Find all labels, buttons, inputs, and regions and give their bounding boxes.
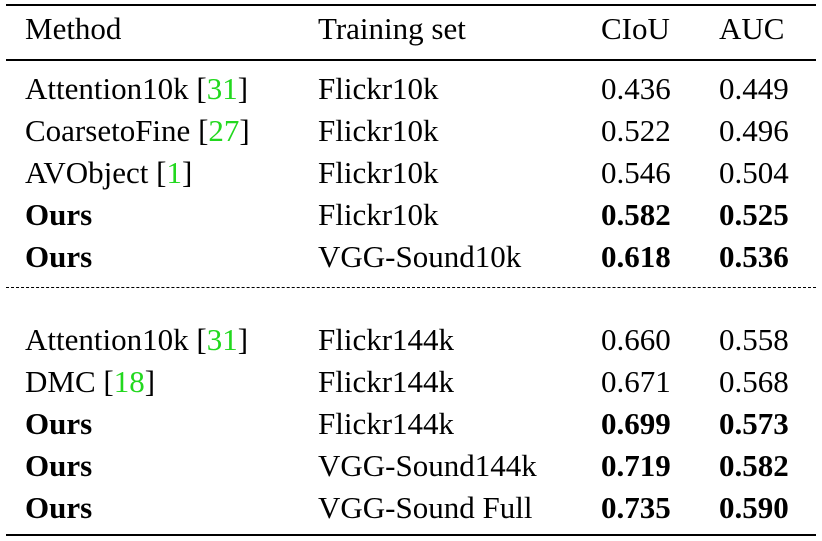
header-training-set: Training set — [318, 11, 466, 46]
method-name: Ours — [25, 448, 93, 483]
cell-auc: 0.525 — [719, 197, 789, 232]
cell-auc: 0.504 — [719, 155, 789, 190]
cell-ciou: 0.671 — [601, 364, 671, 399]
table-row: AVObject [1] Flickr10k 0.546 0.504 — [0, 152, 822, 194]
cell-method: Ours — [25, 445, 92, 487]
citation-link[interactable]: 27 — [208, 113, 240, 148]
cell-method: Attention10k [31] — [25, 71, 249, 106]
cell-training-set: VGG-Sound144k — [318, 448, 537, 483]
cell-ciou: 0.582 — [601, 197, 671, 232]
group-separator — [6, 287, 816, 288]
table-row: Ours Flickr144k 0.699 0.573 — [0, 403, 822, 445]
cell-ciou: 0.719 — [601, 448, 671, 483]
cell-training-set: Flickr144k — [318, 364, 455, 399]
cell-training-set: Flickr10k — [318, 155, 439, 190]
cell-training-set: Flickr10k — [318, 197, 439, 232]
table-row: Ours Flickr10k 0.582 0.525 — [0, 194, 822, 236]
bottom-rule — [6, 534, 816, 536]
cell-auc: 0.573 — [719, 406, 789, 441]
table-row: Ours VGG-Sound144k 0.719 0.582 — [0, 445, 822, 487]
cell-ciou: 0.546 — [601, 155, 671, 190]
table-row: Ours VGG-Sound10k 0.618 0.536 — [0, 236, 822, 278]
cell-training-set: Flickr10k — [318, 71, 439, 106]
citation-link[interactable]: 18 — [113, 364, 145, 399]
cell-auc: 0.558 — [719, 322, 789, 357]
cell-ciou: 0.618 — [601, 239, 671, 274]
table-row: Attention10k [31] Flickr10k 0.436 0.449 — [0, 68, 822, 110]
method-name: DMC — [25, 364, 96, 399]
cell-training-set: Flickr144k — [318, 322, 455, 357]
cell-ciou: 0.436 — [601, 71, 671, 106]
table-row: Ours VGG-Sound Full 0.735 0.590 — [0, 487, 822, 529]
method-name: Attention10k — [25, 322, 189, 357]
cell-ciou: 0.522 — [601, 113, 671, 148]
table-row: Attention10k [31] Flickr144k 0.660 0.558 — [0, 319, 822, 361]
cell-method: Attention10k [31] — [25, 322, 249, 357]
cell-ciou: 0.699 — [601, 406, 671, 441]
cell-training-set: VGG-Sound10k — [318, 239, 522, 274]
cell-training-set: Flickr144k — [318, 406, 455, 441]
header-ciou: CIoU — [601, 11, 670, 46]
header-rule — [6, 59, 816, 61]
cell-method: Ours — [25, 403, 92, 445]
cell-auc: 0.536 — [719, 239, 789, 274]
citation-link[interactable]: 31 — [206, 71, 238, 106]
method-name: CoarsetoFine — [25, 113, 191, 148]
cell-training-set: VGG-Sound Full — [318, 490, 533, 525]
cell-ciou: 0.735 — [601, 490, 671, 525]
table-row: CoarsetoFine [27] Flickr10k 0.522 0.496 — [0, 110, 822, 152]
header-method: Method — [25, 11, 122, 46]
cell-method: CoarsetoFine [27] — [25, 113, 250, 148]
cell-training-set: Flickr10k — [318, 113, 439, 148]
method-name: Ours — [25, 197, 93, 232]
citation-link[interactable]: 1 — [166, 155, 183, 190]
top-rule — [6, 4, 816, 6]
method-name: AVObject — [25, 155, 149, 190]
cell-auc: 0.496 — [719, 113, 789, 148]
table-header-row: Method Training set CIoU AUC — [0, 8, 822, 50]
cell-method: Ours — [25, 236, 92, 278]
cell-auc: 0.590 — [719, 490, 789, 525]
cell-method: AVObject [1] — [25, 155, 193, 190]
cell-method: Ours — [25, 194, 92, 236]
cell-auc: 0.568 — [719, 364, 789, 399]
cell-method: Ours — [25, 487, 92, 529]
table-row: DMC [18] Flickr144k 0.671 0.568 — [0, 361, 822, 403]
cell-ciou: 0.660 — [601, 322, 671, 357]
citation-link[interactable]: 31 — [206, 322, 238, 357]
cell-method: DMC [18] — [25, 364, 156, 399]
method-name: Attention10k — [25, 71, 189, 106]
cell-auc: 0.582 — [719, 448, 789, 483]
header-auc: AUC — [719, 11, 785, 46]
method-name: Ours — [25, 406, 93, 441]
method-name: Ours — [25, 239, 93, 274]
method-name: Ours — [25, 490, 93, 525]
cell-auc: 0.449 — [719, 71, 789, 106]
